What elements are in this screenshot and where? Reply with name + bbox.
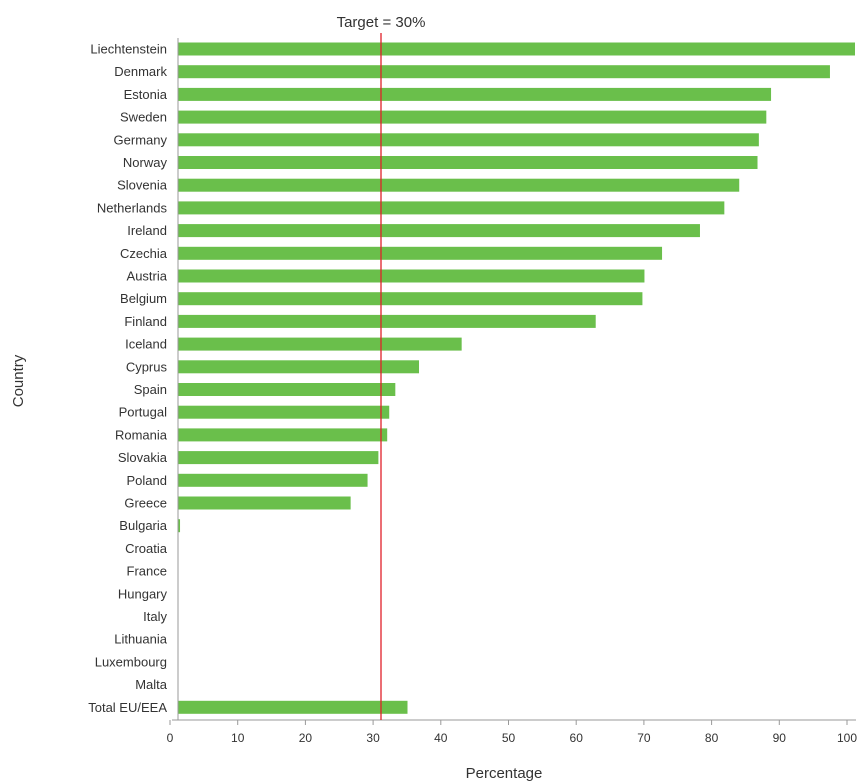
category-label: Slovenia bbox=[117, 178, 168, 193]
bar bbox=[178, 496, 351, 510]
x-axis-title: Percentage bbox=[466, 765, 543, 782]
category-label: Germany bbox=[114, 132, 168, 147]
x-tick-label: 100 bbox=[837, 731, 857, 745]
x-tick-label: 90 bbox=[773, 731, 787, 745]
category-label: Greece bbox=[124, 496, 167, 511]
bar bbox=[178, 451, 379, 465]
category-label: Sweden bbox=[120, 110, 167, 125]
category-label: Total EU/EEA bbox=[88, 700, 167, 715]
bar bbox=[178, 519, 181, 533]
category-label: Iceland bbox=[125, 337, 167, 352]
category-label: Czechia bbox=[120, 246, 168, 261]
x-tick-label: 10 bbox=[231, 731, 245, 745]
bar bbox=[178, 87, 772, 101]
y-axis-title: Country bbox=[10, 354, 27, 407]
category-label: Luxembourg bbox=[95, 654, 167, 669]
bar bbox=[178, 133, 759, 147]
category-label: Italy bbox=[143, 609, 167, 624]
bar bbox=[178, 337, 462, 351]
category-label: Denmark bbox=[114, 64, 167, 79]
x-tick-label: 20 bbox=[299, 731, 313, 745]
category-label: France bbox=[127, 564, 167, 579]
target-label: Target = 30% bbox=[337, 14, 426, 31]
x-tick-label: 0 bbox=[167, 731, 174, 745]
category-label: Portugal bbox=[119, 405, 168, 420]
bar bbox=[178, 178, 740, 192]
category-label: Liechtenstein bbox=[90, 42, 167, 57]
category-label: Finland bbox=[124, 314, 167, 329]
x-tick-label: 50 bbox=[502, 731, 516, 745]
category-labels: Liechtenstein Denmark Estonia Sweden Germany… bbox=[88, 42, 168, 715]
category-label: Slovakia bbox=[118, 450, 168, 465]
category-label: Austria bbox=[127, 269, 168, 284]
x-tick-label: 80 bbox=[705, 731, 719, 745]
bar bbox=[178, 42, 855, 56]
category-label: Belgium bbox=[120, 291, 167, 306]
category-label: Spain bbox=[134, 382, 167, 397]
bar bbox=[178, 360, 420, 374]
bar bbox=[178, 224, 700, 238]
bar bbox=[178, 292, 643, 306]
bar bbox=[178, 405, 390, 419]
bar bbox=[178, 156, 758, 169]
x-tick-label: 30 bbox=[366, 731, 380, 745]
x-tick-label: 40 bbox=[434, 731, 448, 745]
category-label: Croatia bbox=[125, 541, 168, 556]
category-label: Hungary bbox=[118, 586, 168, 601]
x-tick-label: 60 bbox=[570, 731, 584, 745]
bar bbox=[178, 473, 368, 487]
category-label: Lithuania bbox=[114, 632, 168, 647]
bar bbox=[178, 314, 596, 328]
x-axis-ticks: 0 10 20 30 40 50 60 70 80 90 100 bbox=[167, 720, 857, 745]
category-label: Ireland bbox=[127, 223, 167, 238]
bar bbox=[178, 269, 645, 283]
category-label: Poland bbox=[127, 473, 167, 488]
category-label: Estonia bbox=[124, 87, 168, 102]
category-label: Bulgaria bbox=[119, 518, 167, 533]
category-label: Norway bbox=[123, 155, 168, 170]
bar bbox=[178, 65, 830, 79]
category-label: Romania bbox=[115, 427, 168, 442]
bar bbox=[178, 700, 408, 714]
category-label: Netherlands bbox=[97, 200, 168, 215]
bar bbox=[178, 428, 388, 442]
bars bbox=[178, 42, 855, 714]
category-label: Malta bbox=[135, 677, 168, 692]
bar bbox=[178, 201, 725, 215]
bar bbox=[178, 110, 767, 124]
bar bbox=[178, 246, 663, 260]
category-label: Cyprus bbox=[126, 359, 168, 374]
bar bbox=[178, 383, 396, 396]
x-tick-label: 70 bbox=[637, 731, 651, 745]
